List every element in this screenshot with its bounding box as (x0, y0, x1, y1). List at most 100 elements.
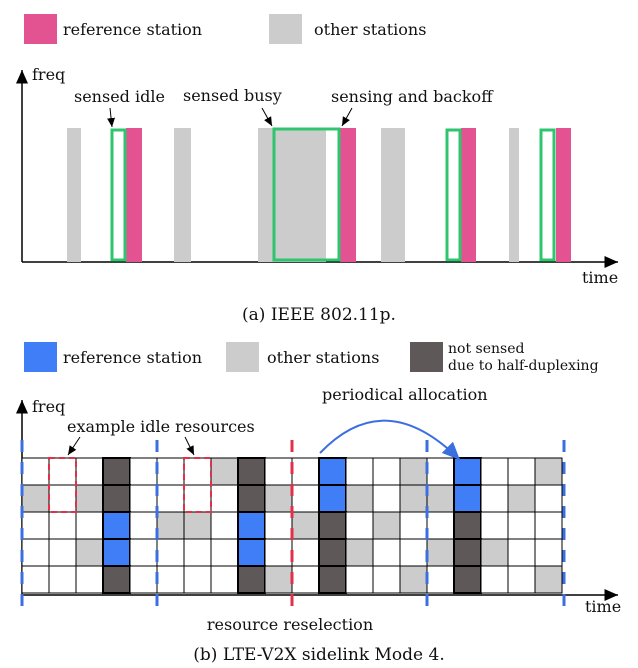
cell (183, 538, 212, 567)
caption: (b) LTE-V2X sidelink Mode 4. (193, 645, 444, 665)
cell (291, 457, 320, 486)
annotation: sensing and backoff (331, 87, 494, 106)
cell (102, 484, 131, 513)
cell (183, 565, 212, 594)
cell (48, 565, 77, 594)
resource-grid (20, 440, 566, 612)
cell (291, 565, 320, 594)
cell (21, 484, 50, 513)
arrow (107, 107, 116, 128)
cell (399, 484, 428, 513)
cell (210, 484, 239, 513)
cell (183, 457, 212, 486)
cell (372, 484, 401, 513)
cell (399, 565, 428, 594)
annotation: example idle resources (67, 417, 255, 436)
cell (345, 484, 374, 513)
arrow (319, 419, 461, 461)
cell (21, 511, 50, 540)
cell (237, 457, 266, 486)
cell (507, 457, 536, 486)
legend-swatch (226, 342, 259, 372)
cell (426, 457, 455, 486)
legend-label: other stations (314, 20, 426, 39)
cell (399, 538, 428, 567)
axis-label: freq (32, 65, 65, 84)
cell (480, 565, 509, 594)
cell (48, 484, 77, 513)
legend-swatch (269, 14, 302, 44)
cell (453, 538, 482, 567)
cell (75, 484, 104, 513)
legend-swatch (24, 342, 57, 372)
cell (237, 511, 266, 540)
cell (237, 565, 266, 594)
cell (480, 511, 509, 540)
legend-label: reference station (63, 20, 202, 39)
cell (507, 538, 536, 567)
cell (318, 484, 347, 513)
cell (129, 511, 158, 540)
cell (210, 457, 239, 486)
cell (183, 511, 212, 540)
arrow (261, 107, 273, 127)
cell (534, 538, 563, 567)
annotation: resource reselection (207, 615, 373, 634)
axis-label: time (585, 597, 621, 616)
cell (102, 511, 131, 540)
cell (75, 457, 104, 486)
cell (102, 538, 131, 567)
cell (102, 457, 131, 486)
caption: (a) IEEE 802.11p. (242, 305, 396, 325)
idle-highlight (48, 457, 77, 513)
cell (129, 484, 158, 513)
cell (21, 457, 50, 486)
cell (210, 565, 239, 594)
cell (507, 484, 536, 513)
cell (426, 484, 455, 513)
cell (48, 538, 77, 567)
cell (534, 457, 563, 486)
cell (210, 511, 239, 540)
cell (480, 538, 509, 567)
cell (156, 484, 185, 513)
cell (399, 511, 428, 540)
arrow (67, 436, 81, 456)
cell (372, 457, 401, 486)
cell (318, 511, 347, 540)
cell (291, 538, 320, 567)
cell (48, 457, 77, 486)
cell (156, 565, 185, 594)
cell (21, 538, 50, 567)
legend-swatch (24, 14, 57, 44)
cell (156, 538, 185, 567)
cell (210, 538, 239, 567)
cell (102, 565, 131, 594)
cell (534, 565, 563, 594)
annotation: sensed busy (183, 86, 282, 105)
channel-bars (67, 127, 571, 262)
cell (453, 457, 482, 486)
axis-label: time (582, 268, 618, 287)
cell (507, 511, 536, 540)
idle-highlight (183, 457, 212, 513)
cell (75, 565, 104, 594)
cell (318, 538, 347, 567)
cell (345, 457, 374, 486)
cell (345, 565, 374, 594)
legend-label: due to half-duplexing (448, 358, 599, 374)
cell (75, 511, 104, 540)
cell (534, 511, 563, 540)
annotation: sensed idle (74, 87, 165, 106)
cell (264, 538, 293, 567)
cell (372, 511, 401, 540)
cell (426, 538, 455, 567)
cell (399, 457, 428, 486)
cell (372, 538, 401, 567)
cell (507, 565, 536, 594)
cell (237, 484, 266, 513)
cell (48, 511, 77, 540)
cell (372, 565, 401, 594)
cell (291, 511, 320, 540)
cell (534, 484, 563, 513)
